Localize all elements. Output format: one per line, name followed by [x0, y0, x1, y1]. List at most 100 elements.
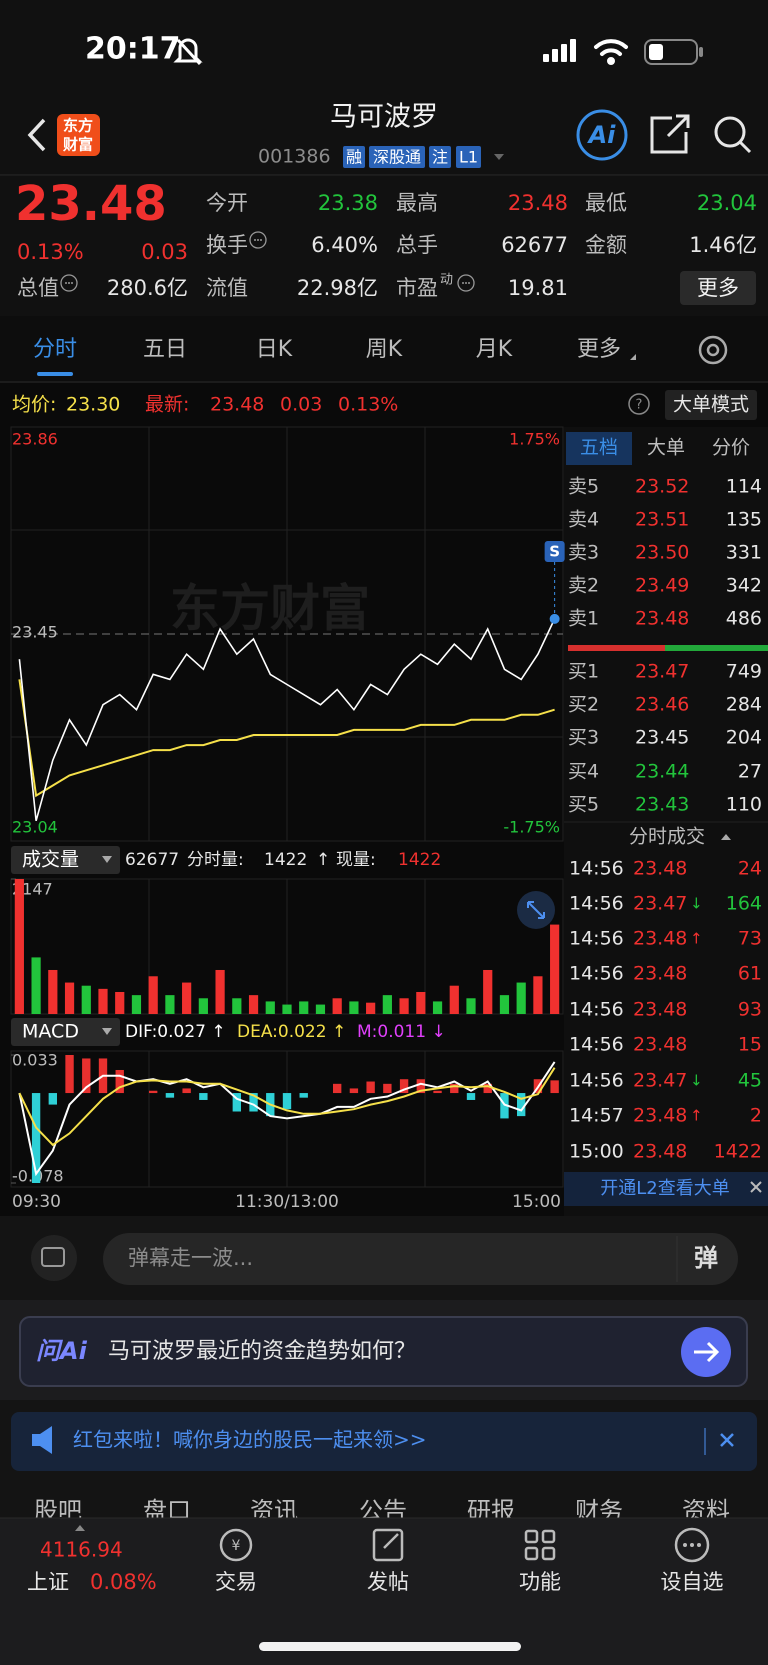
tag-badge	[343, 146, 365, 168]
ask-ai-box[interactable]	[19, 1316, 748, 1387]
indicator-selector[interactable]	[11, 1018, 120, 1046]
change-pct: 0.13%	[17, 240, 84, 264]
nav-item[interactable]: 发帖	[367, 1570, 409, 1594]
last-pct: 0.13%	[338, 394, 398, 416]
macd-bar	[349, 1088, 359, 1094]
macd-bar	[450, 1083, 459, 1094]
last-label: 最新:	[145, 394, 189, 416]
macd-bar	[182, 1088, 191, 1094]
volume-bar	[81, 985, 91, 1014]
macd-bar	[416, 1079, 425, 1094]
book-label: 卖5	[568, 476, 599, 498]
nav-item[interactable]: 交易	[215, 1570, 257, 1594]
tab[interactable]: 周K	[366, 337, 403, 362]
dropdown-arrow	[494, 154, 504, 160]
trade-volume: 164	[726, 893, 762, 915]
help-icon[interactable]	[628, 393, 650, 415]
ai-label[interactable]: Ai	[587, 121, 617, 149]
more-button[interactable]	[680, 271, 756, 305]
field-value: 6.40%	[311, 233, 378, 257]
volume-bar	[182, 982, 192, 1014]
macd-bar	[383, 1083, 392, 1094]
signal-badge[interactable]	[544, 541, 565, 562]
promo-banner[interactable]	[11, 1412, 757, 1471]
trade-price: 23.48	[633, 928, 687, 950]
index-value[interactable]: 4116.94	[40, 1538, 123, 1562]
volume-bar	[483, 969, 493, 1014]
trade-time: 14:56	[569, 1070, 624, 1092]
y-tick-label: 23.04	[12, 818, 58, 837]
comment-placeholder: 弹幕走一波...	[128, 1246, 253, 1270]
tab[interactable]: 分时	[33, 337, 77, 362]
tab[interactable]: 五日	[143, 337, 187, 362]
panel-title[interactable]: MACD	[22, 1021, 79, 1043]
field-value: 23.48	[508, 191, 568, 215]
panel-title[interactable]: 成交量	[22, 849, 79, 871]
book-tab[interactable]: 分价	[712, 437, 750, 459]
comment-icon[interactable]	[31, 1235, 77, 1281]
vol-minute-label: 分时量:	[187, 850, 244, 870]
trade-arrow: ↓	[690, 1072, 703, 1090]
book-price: 23.48	[635, 608, 689, 630]
tag: 注	[432, 148, 448, 167]
tab[interactable]: 月K	[476, 337, 513, 362]
nav-item[interactable]: 功能	[519, 1570, 561, 1594]
book-volume: 114	[726, 476, 762, 498]
megaphone-icon	[32, 1426, 52, 1454]
help-glyph: ?	[636, 398, 643, 413]
logo[interactable]	[57, 114, 100, 156]
banner-text: 红包来啦！喊你身边的股民一起来领>>	[73, 1428, 427, 1452]
book-tab[interactable]: 五档	[580, 437, 618, 459]
volume-bar	[550, 924, 560, 1014]
field-label: 市盈	[396, 276, 438, 300]
macd-bar	[299, 1093, 308, 1098]
mode-button[interactable]	[665, 390, 757, 420]
share-button[interactable]	[650, 114, 690, 154]
macd-bar	[466, 1093, 476, 1100]
settings-button[interactable]	[698, 335, 728, 365]
book-volume: 110	[726, 794, 762, 816]
close-banner[interactable]	[720, 1433, 734, 1447]
info-dot	[468, 282, 470, 284]
volume-bar	[299, 1001, 309, 1014]
mode-label[interactable]: 大单模式	[673, 394, 749, 416]
comment-input[interactable]	[103, 1233, 738, 1285]
l2-banner[interactable]	[564, 1172, 768, 1206]
nav-item[interactable]: 设自选	[661, 1570, 724, 1594]
trade-volume: 2	[750, 1105, 762, 1127]
info-dot	[260, 239, 262, 241]
macd-bar	[232, 1093, 241, 1112]
info-dot	[257, 239, 259, 241]
field-value: 22.98亿	[297, 276, 378, 300]
trade-volume: 1422	[714, 1141, 762, 1163]
book-label: 卖2	[568, 575, 599, 597]
trade-time: 14:56	[569, 999, 624, 1021]
search-button[interactable]	[714, 116, 752, 154]
macd-bar	[517, 1093, 526, 1117]
trade-volume: 24	[738, 858, 762, 880]
tab[interactable]: 更多	[577, 337, 621, 362]
macd-bar	[65, 1055, 74, 1094]
ai-button[interactable]	[576, 109, 628, 161]
l2-text[interactable]: 开通L2查看大单	[600, 1178, 729, 1199]
tab[interactable]: 日K	[256, 337, 293, 362]
danmu-button[interactable]: 弹	[694, 1244, 718, 1272]
macd-bar	[550, 1080, 559, 1094]
macd-bar	[249, 1093, 258, 1112]
more-label[interactable]: 更多	[697, 276, 739, 300]
trade-price: 23.48	[633, 999, 687, 1021]
macd-bar	[483, 1083, 492, 1094]
field-label: 最高	[396, 191, 438, 215]
macd-bar	[31, 1093, 41, 1183]
volume-bar	[499, 995, 510, 1014]
quote-bg	[0, 176, 768, 316]
more-arrow	[630, 354, 636, 360]
ask-bar	[568, 645, 665, 651]
book-tab[interactable]: 大单	[647, 437, 685, 459]
volume-selector[interactable]	[11, 846, 120, 874]
macd-bar	[48, 1093, 57, 1105]
field-value: 23.04	[697, 191, 757, 215]
l2-close[interactable]	[750, 1181, 762, 1193]
tab-underline	[37, 372, 73, 376]
back-button[interactable]	[27, 118, 46, 152]
